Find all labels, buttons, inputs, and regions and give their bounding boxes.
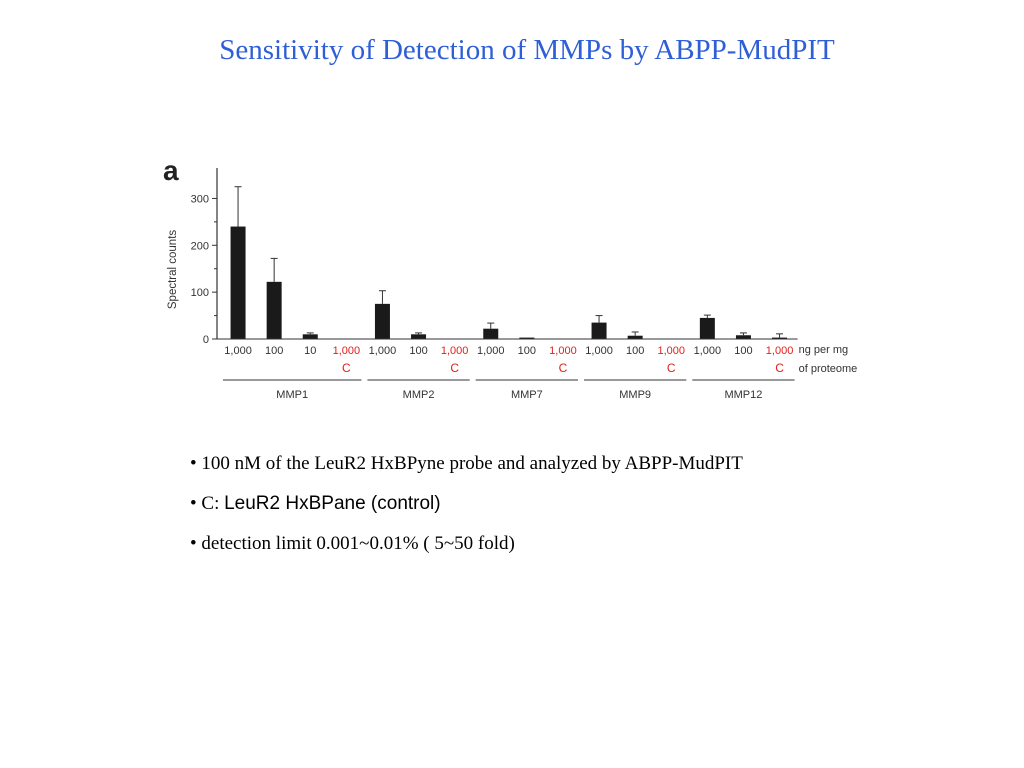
- x-tick-label: 100: [265, 345, 283, 357]
- bullet-list: • 100 nM of the LeuR2 HxBPyne probe and …: [190, 452, 743, 572]
- x-tick-label: 1,000: [224, 345, 252, 357]
- bullet-item: • 100 nM of the LeuR2 HxBPyne probe and …: [190, 452, 743, 492]
- y-tick-label: 0: [203, 334, 209, 346]
- control-label: C: [342, 361, 351, 375]
- control-label: C: [559, 361, 568, 375]
- bar: [374, 303, 390, 339]
- x-unit-label: of proteome: [799, 363, 858, 375]
- y-tick-label: 100: [191, 287, 209, 299]
- bullet-text: LeuR2 HxBPane (control): [224, 493, 441, 514]
- x-tick-label: 100: [626, 345, 644, 357]
- group-label: MMP12: [724, 389, 762, 401]
- bar: [735, 335, 751, 339]
- bar: [627, 335, 643, 339]
- bar: [302, 334, 318, 339]
- bullet-prefix: •: [190, 453, 202, 474]
- bullet-text: 100 nM of the LeuR2 HxBPyne probe and an…: [201, 453, 743, 474]
- x-tick-label: 1,000: [549, 345, 577, 357]
- panel-letter: a: [163, 155, 179, 186]
- y-tick-label: 300: [191, 193, 209, 205]
- bullet-item: • detection limit 0.001~0.01% ( 5~50 fol…: [190, 532, 743, 572]
- x-tick-label: 1,000: [657, 345, 685, 357]
- x-tick-label: 1,000: [441, 345, 469, 357]
- slide-title: Sensitivity of Detection of MMPs by ABPP…: [219, 34, 835, 66]
- x-tick-label: 10: [304, 345, 316, 357]
- bullet-item: • C: LeuR2 HxBPane (control): [190, 492, 743, 532]
- control-label: C: [775, 361, 784, 375]
- x-tick-label: 1,000: [694, 345, 722, 357]
- control-label: C: [667, 361, 676, 375]
- bar: [591, 322, 607, 339]
- x-tick-label: 1,000: [333, 345, 361, 357]
- bar: [230, 226, 246, 339]
- group-label: MMP7: [511, 389, 543, 401]
- bar: [483, 328, 499, 339]
- bar: [519, 337, 535, 339]
- y-axis-label: Spectral counts: [167, 230, 179, 310]
- group-label: MMP2: [403, 389, 435, 401]
- x-tick-label: 100: [409, 345, 427, 357]
- bar: [699, 317, 715, 339]
- bar-chart: 0 100 200 300 Spectral counts 1,000 100 10 1,000…: [167, 168, 858, 401]
- bar: [772, 337, 788, 339]
- x-tick-label: 100: [734, 345, 752, 357]
- group-label: MMP9: [619, 389, 651, 401]
- bullet-prefix: • C:: [190, 493, 225, 514]
- bullet-prefix: •: [190, 533, 202, 554]
- x-tick-label: 1,000: [369, 345, 397, 357]
- control-label: C: [450, 361, 459, 375]
- bar: [266, 281, 282, 339]
- x-tick-label: 1,000: [766, 345, 794, 357]
- bar: [411, 334, 427, 339]
- x-tick-label: 100: [518, 345, 536, 357]
- x-tick-label: 1,000: [585, 345, 613, 357]
- x-tick-label: 1,000: [477, 345, 505, 357]
- y-tick-label: 200: [191, 240, 209, 252]
- x-unit-label: ng per mg: [799, 344, 849, 356]
- group-label: MMP1: [276, 389, 308, 401]
- bullet-text: detection limit 0.001~0.01% ( 5~50 fold): [201, 533, 515, 554]
